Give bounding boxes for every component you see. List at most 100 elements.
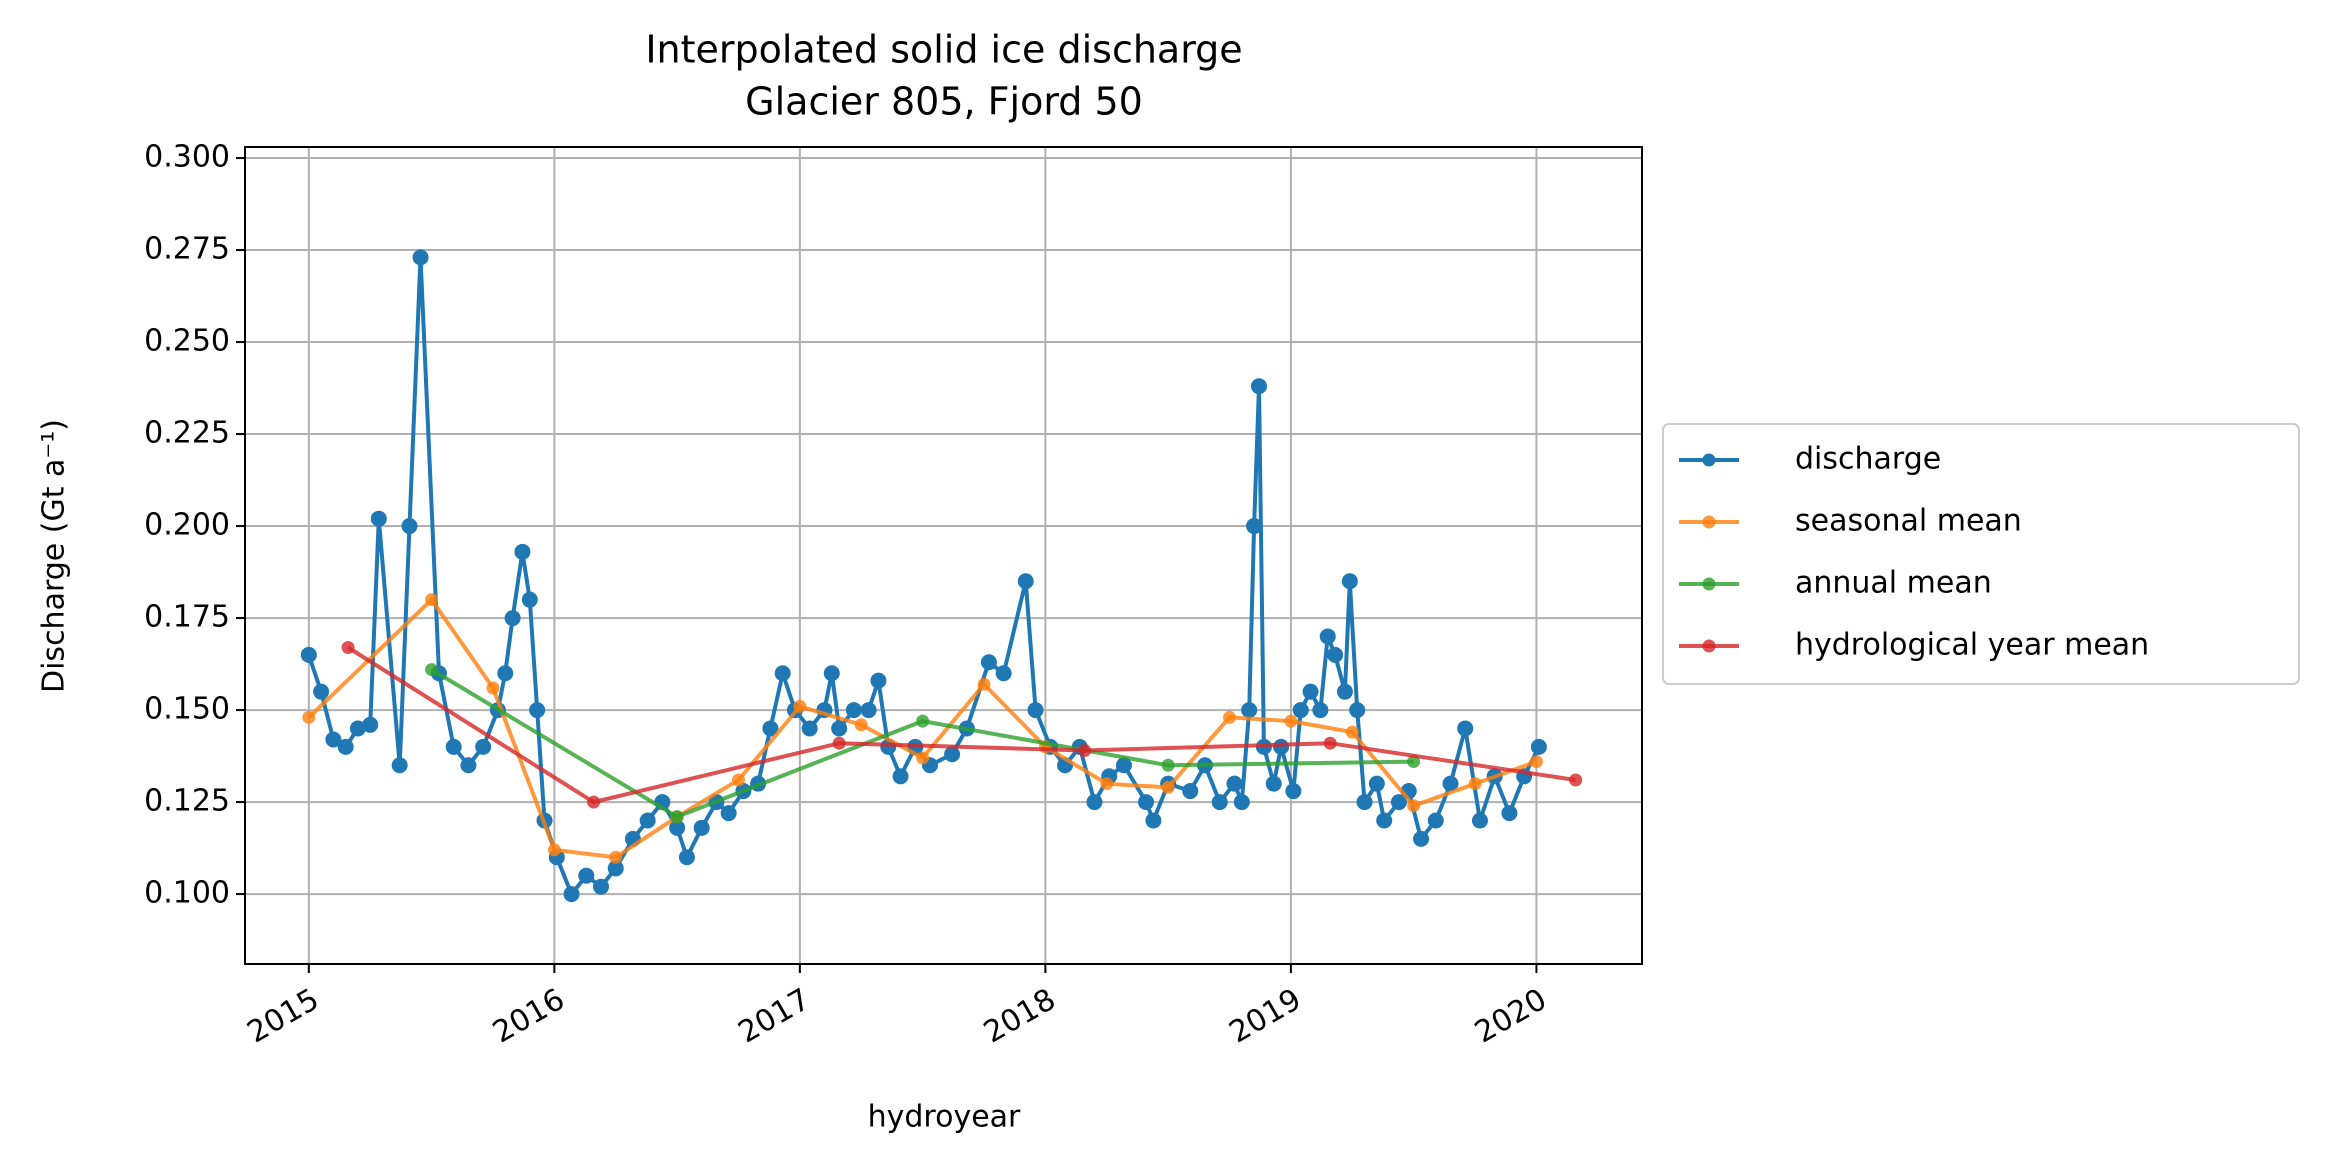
data-point <box>341 641 355 655</box>
legend-marker <box>1702 453 1716 467</box>
data-point <box>1349 702 1366 719</box>
data-point <box>870 672 887 689</box>
y-tick-label: 0.125 <box>144 784 230 819</box>
data-point <box>425 593 439 607</box>
data-point <box>944 746 961 763</box>
data-point <box>300 646 317 663</box>
data-point <box>547 843 561 857</box>
data-point <box>1530 738 1547 755</box>
y-tick-label: 0.150 <box>144 692 230 727</box>
legend-marker <box>1702 639 1716 653</box>
data-point <box>977 677 991 691</box>
data-point <box>1284 714 1298 728</box>
data-point <box>1390 794 1407 811</box>
data-point <box>460 757 477 774</box>
x-tick-label: 2019 <box>1224 982 1308 1050</box>
data-point <box>693 819 710 836</box>
data-point <box>425 663 439 677</box>
legend-marker <box>1702 577 1716 591</box>
data-point <box>362 716 379 733</box>
data-point <box>587 795 601 809</box>
data-point <box>1138 794 1155 811</box>
data-point <box>1345 725 1359 739</box>
data-point <box>832 736 846 750</box>
data-point <box>720 805 737 822</box>
y-tick-label: 0.200 <box>144 508 230 543</box>
data-point <box>593 878 610 895</box>
data-point <box>412 249 429 266</box>
data-point <box>1017 573 1034 590</box>
data-point <box>801 720 818 737</box>
data-point <box>1471 812 1488 829</box>
data-point <box>521 591 538 608</box>
data-point <box>563 886 580 903</box>
data-point <box>1226 775 1243 792</box>
legend-label: annual mean <box>1795 566 1992 601</box>
data-point <box>1145 812 1162 829</box>
series-line <box>307 596 1538 860</box>
data-point <box>504 610 521 627</box>
data-point <box>391 757 408 774</box>
data-point <box>1427 812 1444 829</box>
data-point <box>1501 805 1518 822</box>
data-point <box>831 720 848 737</box>
data-point <box>1407 755 1421 769</box>
y-tick-label: 0.300 <box>144 140 230 175</box>
data-point <box>337 738 354 755</box>
data-point <box>1327 646 1344 663</box>
data-point <box>980 654 997 671</box>
data-point <box>1457 720 1474 737</box>
legend-label: seasonal mean <box>1795 504 2022 539</box>
data-point <box>1078 744 1092 758</box>
data-point <box>1161 758 1175 772</box>
data-point <box>793 699 807 713</box>
data-point <box>607 860 624 877</box>
data-point <box>1211 794 1228 811</box>
legend-box <box>1662 423 2300 685</box>
chart-title: Interpolated solid ice discharge <box>645 28 1242 72</box>
data-point <box>1265 775 1282 792</box>
y-tick-label: 0.275 <box>144 232 230 267</box>
x-tick-label: 2020 <box>1469 982 1553 1050</box>
data-point <box>1312 702 1329 719</box>
data-point <box>1376 812 1393 829</box>
data-point <box>609 850 623 864</box>
data-point <box>1569 773 1583 787</box>
x-tick-label: 2016 <box>487 982 571 1050</box>
data-point <box>1323 736 1337 750</box>
data-point <box>669 819 686 836</box>
data-point <box>1241 702 1258 719</box>
data-point <box>1250 378 1267 395</box>
data-point <box>1223 710 1237 724</box>
data-point <box>1302 683 1319 700</box>
data-point <box>762 720 779 737</box>
x-axis-label: hydroyear <box>868 1100 1021 1135</box>
data-point <box>1273 738 1290 755</box>
data-point <box>1468 777 1482 791</box>
series-line <box>347 645 1576 805</box>
data-point <box>1529 755 1543 769</box>
x-tick-label: 2017 <box>732 982 816 1050</box>
data-point <box>1285 783 1302 800</box>
data-point <box>860 702 877 719</box>
data-point <box>1413 830 1430 847</box>
data-point <box>670 810 684 824</box>
legend-label: hydrological year mean <box>1795 628 2149 663</box>
data-point <box>1407 799 1421 813</box>
data-point <box>823 665 840 682</box>
data-point <box>1319 628 1336 645</box>
data-point <box>731 773 745 787</box>
chart-subtitle: Glacier 805, Fjord 50 <box>745 80 1143 124</box>
data-point <box>1233 794 1250 811</box>
data-point <box>401 518 418 535</box>
data-point <box>1292 702 1309 719</box>
data-point <box>892 768 909 785</box>
y-tick-label: 0.225 <box>144 416 230 451</box>
data-point <box>349 720 366 737</box>
data-point <box>1442 775 1459 792</box>
data-point <box>370 510 387 527</box>
y-tick-label: 0.175 <box>144 600 230 635</box>
legend-marker <box>1702 515 1716 529</box>
data-point <box>854 718 868 732</box>
